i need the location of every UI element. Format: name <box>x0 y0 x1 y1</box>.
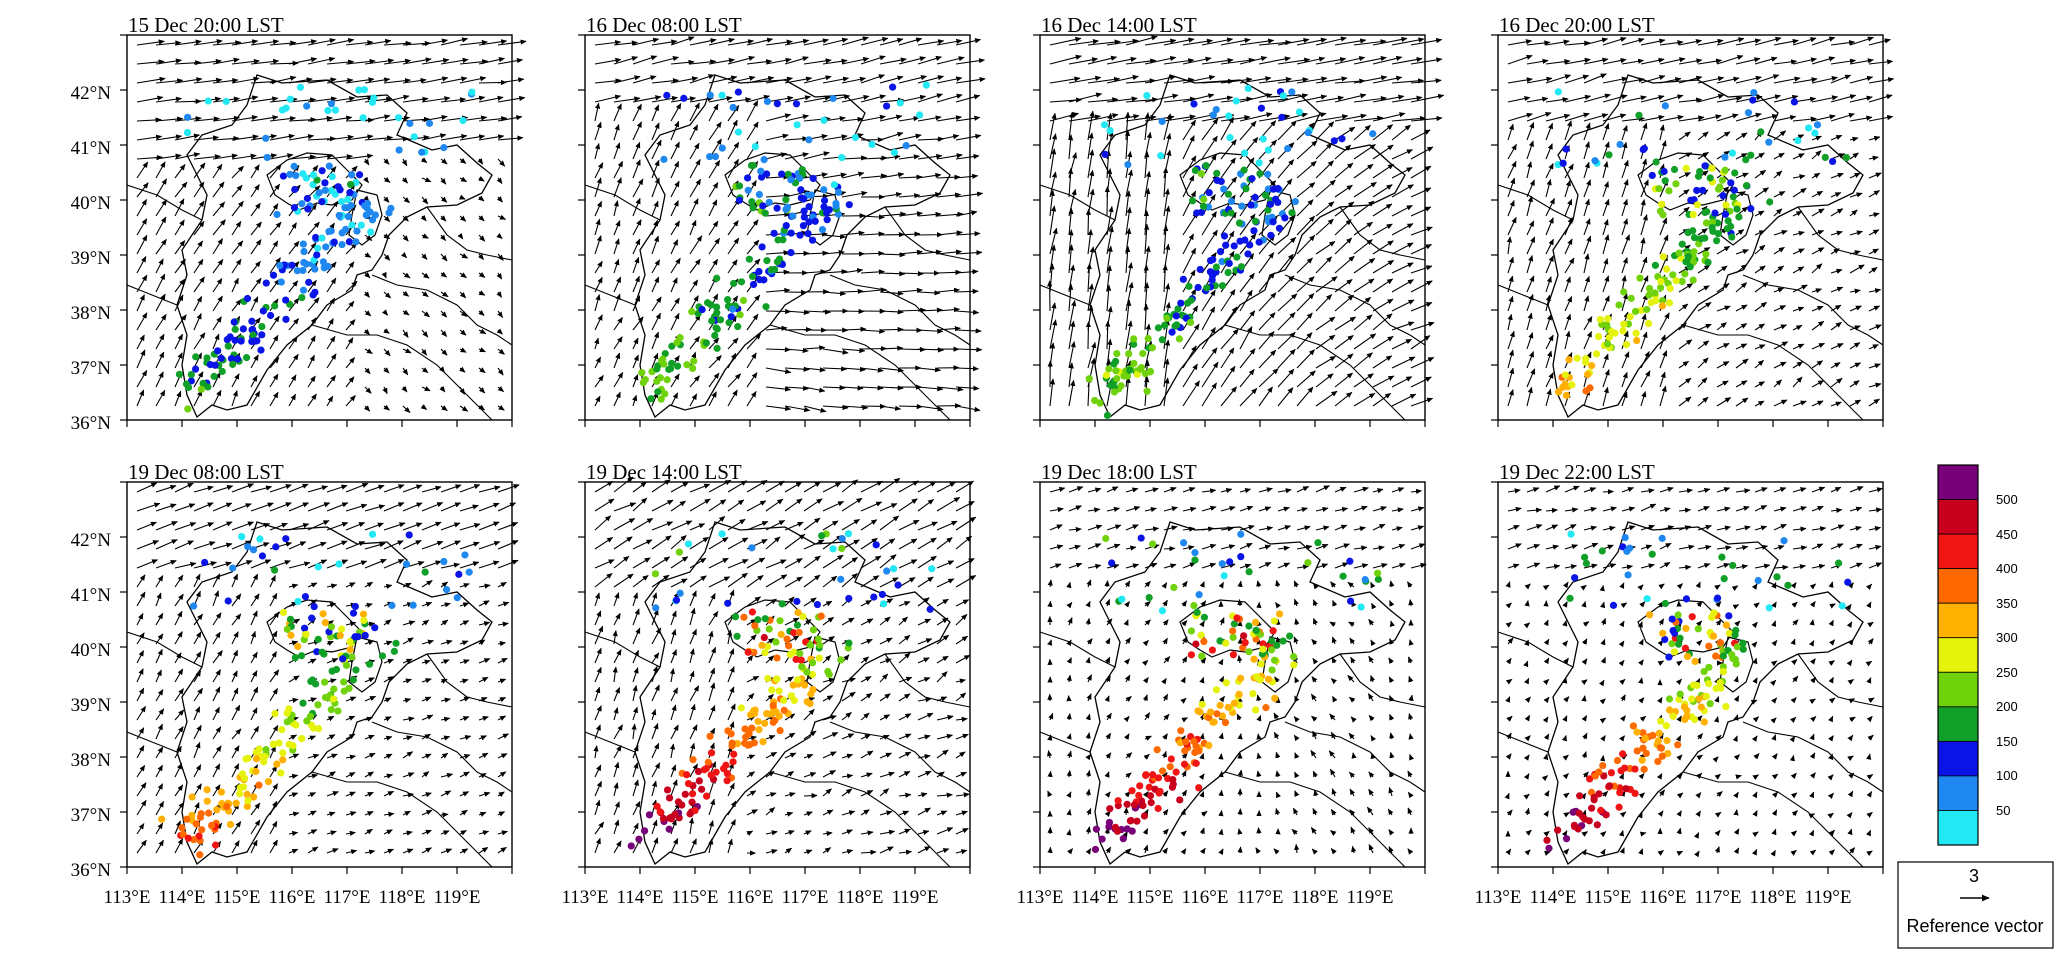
longitude-label: 115°E <box>214 887 261 908</box>
latitude-label: 37°N <box>71 805 112 826</box>
map-panel: 16 Dec 14:00 LST <box>1033 13 1444 427</box>
panel-title: 16 Dec 14:00 LST <box>1041 13 1197 37</box>
longitude-label: 119°E <box>892 887 939 908</box>
longitude-label: 117°E <box>324 887 371 908</box>
latitude-label: 37°N <box>71 358 112 379</box>
latitude-label: 40°N <box>71 640 112 661</box>
latitude-label: 42°N <box>71 83 112 104</box>
longitude-label: 119°E <box>1347 887 1394 908</box>
colorbar-label: 300 <box>1996 630 2018 645</box>
latitude-label: 36°N <box>71 413 112 434</box>
longitude-label: 114°E <box>159 887 206 908</box>
colorbar-swatch <box>1938 707 1978 742</box>
map-panel: 19 Dec 14:00 LST <box>578 460 976 874</box>
longitude-label: 115°E <box>672 887 719 908</box>
reference-label: Reference vector <box>1906 916 2043 936</box>
longitude-label: 113°E <box>104 887 151 908</box>
map-panel: 16 Dec 08:00 LST <box>578 13 985 427</box>
colorbar-label: 500 <box>1996 492 2018 507</box>
longitude-label: 117°E <box>782 887 829 908</box>
colorbar-label: 150 <box>1996 734 2018 749</box>
colorbar-swatch <box>1938 672 1978 707</box>
latitude-label: 41°N <box>71 138 112 159</box>
longitude-label: 118°E <box>1750 887 1797 908</box>
longitude-label: 119°E <box>1805 887 1852 908</box>
colorbar-label: 400 <box>1996 561 2018 576</box>
longitude-label: 118°E <box>379 887 426 908</box>
latitude-label: 42°N <box>71 530 112 551</box>
longitude-label: 119°E <box>434 887 481 908</box>
colorbar: 50 100 150 200 250 300 350 400 450 500 <box>1938 465 2018 845</box>
colorbar-label: 200 <box>1996 699 2018 714</box>
longitude-label: 113°E <box>562 887 609 908</box>
map-panel: 19 Dec 22:00 LST <box>1491 460 1883 874</box>
latitude-label: 40°N <box>71 193 112 214</box>
panel-title: 19 Dec 08:00 LST <box>128 460 284 484</box>
longitude-label: 118°E <box>1292 887 1339 908</box>
longitude-label: 114°E <box>1530 887 1577 908</box>
panel-title: 19 Dec 14:00 LST <box>586 460 742 484</box>
colorbar-swatch <box>1938 638 1978 673</box>
longitude-label: 118°E <box>837 887 884 908</box>
colorbar-label: 50 <box>1996 803 2010 818</box>
latitude-label: 39°N <box>71 695 112 716</box>
longitude-label: 114°E <box>617 887 664 908</box>
longitude-labels: 113°E 114°E 115°E 116°E 117°E 118°E 119°… <box>104 887 1852 908</box>
panel-title: 15 Dec 20:00 LST <box>128 13 284 37</box>
latitude-label: 41°N <box>71 585 112 606</box>
reference-value: 3 <box>1969 866 1979 886</box>
latitude-label: 38°N <box>71 303 112 324</box>
longitude-label: 114°E <box>1072 887 1119 908</box>
colorbar-swatch <box>1938 465 1978 500</box>
colorbar-label: 250 <box>1996 665 2018 680</box>
longitude-label: 113°E <box>1475 887 1522 908</box>
panel-title: 19 Dec 22:00 LST <box>1499 460 1655 484</box>
longitude-label: 116°E <box>1640 887 1687 908</box>
colorbar-label: 350 <box>1996 596 2018 611</box>
colorbar-label: 100 <box>1996 768 2018 783</box>
longitude-label: 117°E <box>1695 887 1742 908</box>
panel-title: 16 Dec 08:00 LST <box>586 13 742 37</box>
colorbar-swatch <box>1938 603 1978 638</box>
longitude-label: 113°E <box>1017 887 1064 908</box>
map-panel: 16 Dec 20:00 LST <box>1491 13 1894 427</box>
colorbar-swatch <box>1938 500 1978 535</box>
colorbar-swatch <box>1938 569 1978 604</box>
longitude-label: 115°E <box>1127 887 1174 908</box>
map-panel: 19 Dec 18:00 LST <box>1033 460 1426 874</box>
reference-vector-box: 3 Reference vector <box>1898 862 2053 948</box>
panel-title: 16 Dec 20:00 LST <box>1499 13 1655 37</box>
latitude-label: 39°N <box>71 248 112 269</box>
longitude-label: 117°E <box>1237 887 1284 908</box>
colorbar-swatch <box>1938 810 1978 845</box>
colorbar-swatch <box>1938 776 1978 811</box>
colorbar-label: 450 <box>1996 527 2018 542</box>
longitude-label: 116°E <box>727 887 774 908</box>
panel-title: 19 Dec 18:00 LST <box>1041 460 1197 484</box>
latitude-label: 38°N <box>71 750 112 771</box>
longitude-label: 116°E <box>269 887 316 908</box>
latitude-label: 36°N <box>71 860 112 881</box>
colorbar-swatch <box>1938 534 1978 569</box>
map-panel: 15 Dec 20:00 LST <box>120 13 526 427</box>
longitude-label: 115°E <box>1585 887 1632 908</box>
colorbar-swatch <box>1938 741 1978 776</box>
longitude-label: 116°E <box>1182 887 1229 908</box>
map-panel: 19 Dec 08:00 LST <box>120 460 519 874</box>
